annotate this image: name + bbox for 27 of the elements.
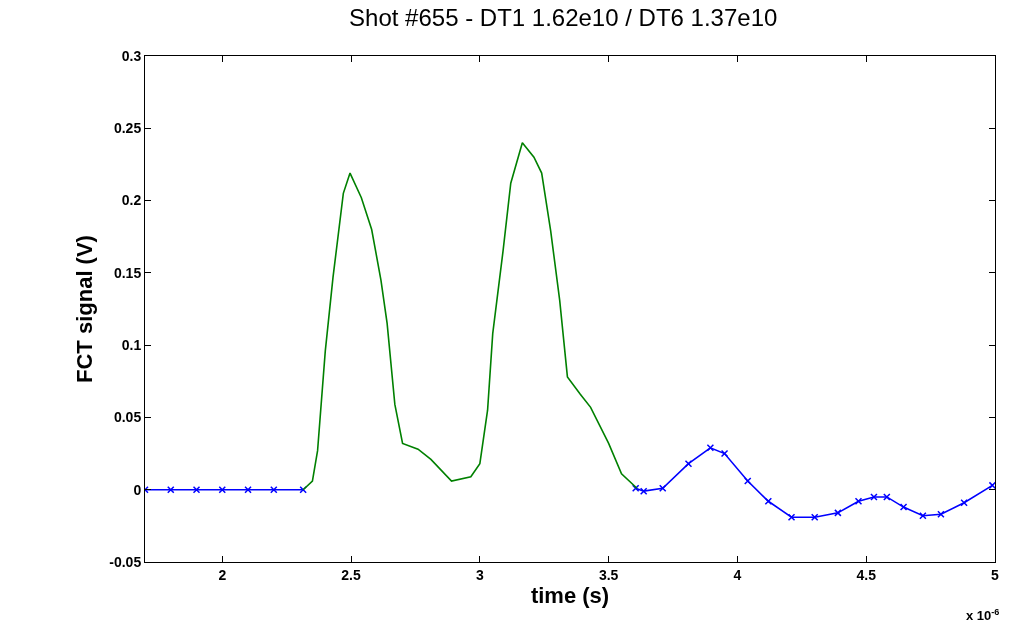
point xyxy=(658,484,667,493)
x-tick-label: 2.5 xyxy=(341,566,361,583)
y-tick-label: 0.15 xyxy=(113,264,142,281)
x-tick-label: 5 xyxy=(991,566,1000,583)
x-tick-label: 4.5 xyxy=(856,566,877,583)
point xyxy=(167,485,175,494)
x-tick-label: 4 xyxy=(733,566,742,583)
line-series xyxy=(302,141,638,491)
y-tick-label: -0.05 xyxy=(109,553,142,570)
point xyxy=(720,449,729,458)
point xyxy=(218,485,227,494)
y-tick-label: 0.2 xyxy=(121,192,142,209)
y-tick-label: 0 xyxy=(133,481,142,498)
point xyxy=(988,481,995,490)
text: x 10$^{-6}$ xyxy=(966,607,1000,624)
point xyxy=(834,509,842,517)
x-tick-label: 3.5 xyxy=(598,566,619,583)
x-tick-label: 2 xyxy=(218,566,227,583)
x-axis-title: time (s) xyxy=(530,582,610,608)
y-tick-label: 0.25 xyxy=(113,120,142,137)
point xyxy=(870,493,878,501)
y-tick-label: 0.05 xyxy=(113,409,142,426)
x-tick-label: 3 xyxy=(475,566,484,583)
y-tick-label: 0.1 xyxy=(121,337,142,354)
y-axis-title: FCT signal (V) xyxy=(72,235,98,383)
y-tick-label: 0.3 xyxy=(121,47,142,64)
chart-title: Shot #655 - DT1 1.62e10 / DT6 1.37e10 xyxy=(349,4,778,32)
